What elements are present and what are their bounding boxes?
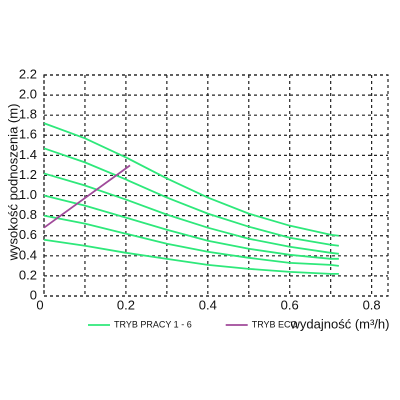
y-tick-label: 1.2 [19, 167, 37, 182]
curve [43, 214, 339, 267]
x-tick-label: 0.2 [117, 297, 135, 312]
y-tick-label: 0.4 [19, 247, 37, 262]
curve [43, 172, 339, 255]
y-axis-label: wysokość podnoszenia (m) [5, 104, 20, 262]
y-tick-label: 1.4 [19, 147, 37, 162]
plot-frame [43, 74, 389, 297]
y-tick-label: 2.0 [19, 87, 37, 102]
y-tick-label: 1.8 [19, 107, 37, 122]
legend-label: TRYB ECO [252, 319, 298, 329]
y-tick-label: 0.2 [19, 267, 37, 282]
x-axis-label: wydajność (m³/h) [290, 316, 390, 331]
legend-label: TRYB PRACY 1 - 6 [114, 319, 192, 329]
x-tick-label: 0 [36, 297, 43, 312]
curve [43, 194, 339, 260]
curve [43, 122, 339, 237]
x-tick-label: 0.6 [281, 297, 299, 312]
y-tick-label: 1.0 [19, 187, 37, 202]
y-tick-label: 0.8 [19, 207, 37, 222]
y-tick-label: 2.2 [19, 66, 37, 81]
x-tick-label: 0.8 [363, 297, 381, 312]
curve [43, 238, 339, 275]
x-tick-label: 0.4 [199, 297, 217, 312]
y-tick-label: 1.6 [19, 127, 37, 142]
curve [43, 164, 131, 229]
y-tick-label: 0 [30, 287, 37, 302]
curve [43, 147, 339, 247]
y-tick-label: 0.6 [19, 227, 37, 242]
